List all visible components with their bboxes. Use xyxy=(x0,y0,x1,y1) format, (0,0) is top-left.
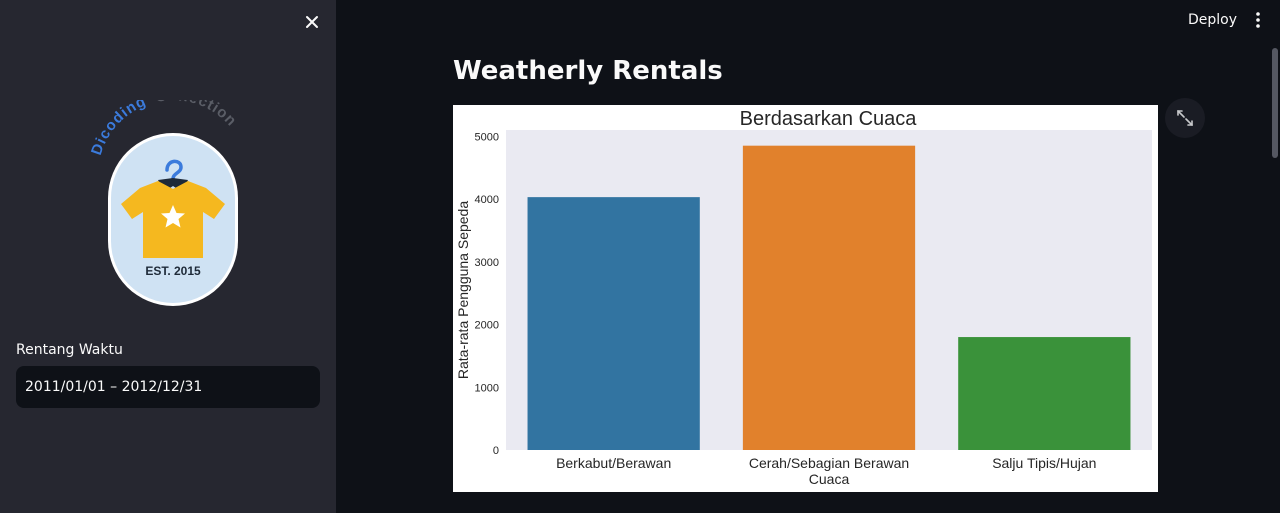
y-tick-label: 3000 xyxy=(475,257,499,269)
y-tick-label: 0 xyxy=(493,445,499,457)
chart-svg: Berdasarkan Cuaca Rata-rata Pengguna Sepe… xyxy=(455,108,1152,487)
sidebar: Dicoding Collection EST. 2015 Rentang Wa… xyxy=(0,0,336,513)
logo-text-collection: Collection xyxy=(154,100,240,130)
x-tick-label: Berkabut/Berawan xyxy=(556,455,671,471)
fullscreen-button[interactable] xyxy=(1165,98,1205,138)
y-tick-label: 4000 xyxy=(475,194,499,206)
bar-3 xyxy=(958,337,1131,450)
y-tick-label: 2000 xyxy=(475,320,499,332)
expand-icon xyxy=(1177,110,1193,126)
date-range-input[interactable] xyxy=(16,366,320,408)
dicoding-collection-logo: Dicoding Collection EST. 2015 xyxy=(88,100,240,306)
weather-bar-chart: Berdasarkan Cuaca Rata-rata Pengguna Sepe… xyxy=(453,105,1158,492)
scrollbar-thumb[interactable] xyxy=(1272,48,1278,158)
y-axis-label: Rata-rata Pengguna Sepeda xyxy=(455,201,471,379)
main-menu-button[interactable] xyxy=(1248,8,1268,32)
close-icon xyxy=(306,16,318,28)
deploy-button[interactable]: Deploy xyxy=(1176,8,1249,32)
bar-2 xyxy=(742,145,916,450)
kebab-menu-icon xyxy=(1256,12,1260,28)
x-tick-label: Salju Tipis/Hujan xyxy=(992,455,1096,471)
chart-title: Berdasarkan Cuaca xyxy=(740,108,918,130)
bar-1 xyxy=(527,197,700,450)
close-sidebar-button[interactable] xyxy=(300,10,324,34)
logo-est-text: EST. 2015 xyxy=(145,264,201,278)
y-tick-label: 1000 xyxy=(475,382,499,394)
x-tick-label: Cuaca xyxy=(809,471,850,487)
date-range-label: Rentang Waktu xyxy=(16,342,123,358)
x-tick-label: Cerah/Sebagian Berawan xyxy=(749,455,909,471)
main-content: Deploy Weatherly Rentals Berdasarkan Cua… xyxy=(336,0,1280,513)
page-title: Weatherly Rentals xyxy=(453,56,723,86)
y-tick-label: 5000 xyxy=(475,131,499,143)
